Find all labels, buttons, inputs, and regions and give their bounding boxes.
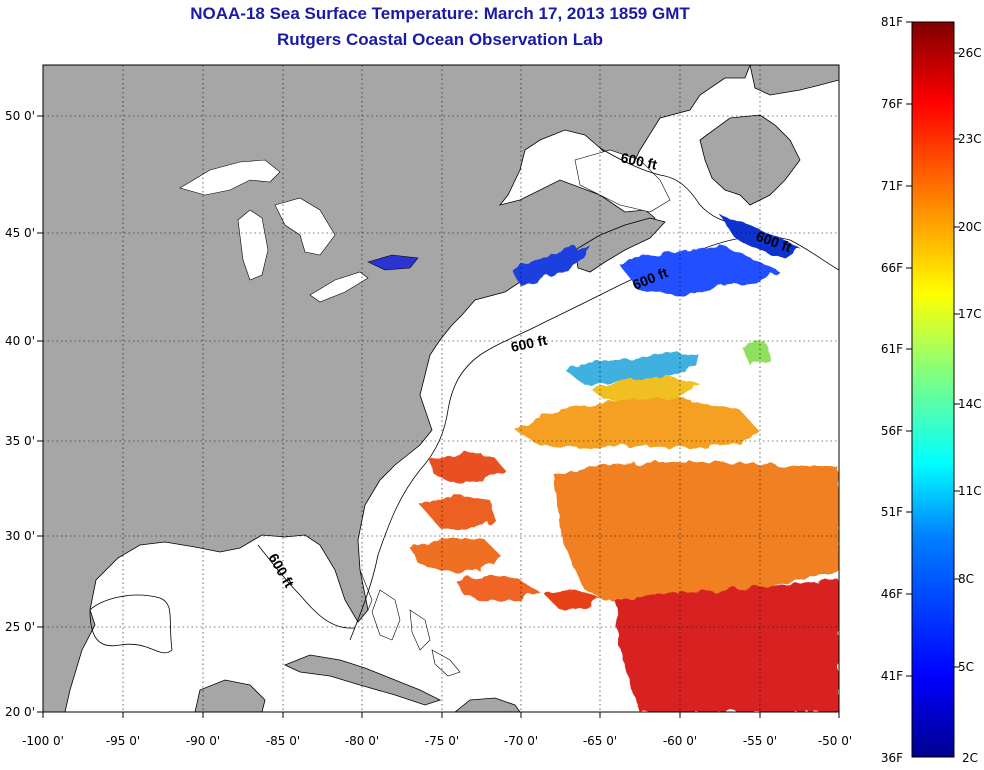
sst-cold-gulf-maine [512,245,590,285]
shelf-line-gulf [89,594,173,654]
cb-f-label: 51F [881,505,903,519]
land-yucatan [194,679,266,712]
cb-c-label: 20C [958,220,982,234]
cb-c-label: 8C [958,572,974,586]
lon-label: -50 0' [818,734,852,748]
cb-f-label: 41F [881,669,903,683]
lon-label: -70 0' [504,734,538,748]
lat-label: 20 0' [5,705,35,719]
land-florida-outline [359,569,373,611]
colorbar-celsius-labels: 26C 23C 20C 17C 14C 11C 8C 5C 2C [958,46,982,765]
lat-label: 30 0' [5,529,35,543]
sst-patch-1 [430,452,505,482]
lon-label: -65 0' [583,734,617,748]
colorbar [911,21,955,758]
land-nova-scotia [574,217,666,273]
lake-huron [274,197,336,256]
bahamas-banks [371,589,461,677]
land-hispaniola [454,697,521,712]
cb-f-label: 81F [881,15,903,29]
map-subtitle: Rutgers Coastal Ocean Observation Lab [277,30,603,49]
map-frame [42,64,840,713]
cb-f-label: 36F [881,751,903,765]
cb-f-label: 71F [881,179,903,193]
shelf-line-atlantic [349,235,839,641]
sst-data [410,215,839,712]
tick-marks [37,115,840,718]
sst-orange-band [515,398,760,448]
lon-label: -75 0' [425,734,459,748]
sst-patch-2 [420,495,495,530]
colorbar-fahrenheit-labels: 81F 76F 71F 66F 61F 56F 51F 46F 41F 36F [881,15,903,765]
sst-patch-4 [455,575,540,602]
contour-label-labrador: 600 ft [619,149,658,172]
land-north-america [43,65,751,712]
lat-label: 45 0' [5,226,35,240]
lon-label: -85 0' [266,734,300,748]
lake-superior [179,159,281,196]
cb-c-label: 2C [962,751,978,765]
sst-warm-region [555,462,839,605]
cb-f-label: 61F [881,342,903,356]
lat-label: 40 0' [5,334,35,348]
lon-label: -55 0' [743,734,777,748]
colorbar-ticks [906,21,960,677]
lake-erie [309,271,369,303]
cb-f-label: 46F [881,587,903,601]
cb-c-label: 5C [958,660,974,674]
lon-label: -100 0' [22,734,64,748]
sst-cool-band [565,352,700,385]
cb-f-label: 76F [881,97,903,111]
lon-label: -95 0' [106,734,140,748]
shelf-line-labrador [599,147,741,226]
sst-cold-scotian [620,245,780,295]
gulf-st-lawrence [574,149,671,213]
lat-label: 35 0' [5,434,35,448]
lake-michigan [237,209,269,281]
lake-ontario [367,254,419,271]
lon-label: -90 0' [186,734,220,748]
sst-green-band [740,342,770,365]
shelf-line-gulf-2 [257,544,356,629]
cb-c-label: 26C [958,46,982,60]
cb-c-label: 14C [958,397,982,411]
lon-tick-labels: -100 0' -95 0' -90 0' -85 0' -80 0' -75 … [22,734,852,748]
map-title: NOAA-18 Sea Surface Temperature: March 1… [190,4,690,23]
cb-f-label: 66F [881,261,903,275]
lat-label: 50 0' [5,109,35,123]
sst-yellow-band [590,376,700,402]
sst-patch-5 [545,590,600,610]
cb-c-label: 23C [958,132,982,146]
lat-tick-labels: 20 0' 25 0' 30 0' 35 0' 40 0' 45 0' 50 0… [5,109,35,719]
lon-label: -80 0' [345,734,379,748]
cb-c-label: 17C [958,307,982,321]
land-cuba [283,654,442,706]
cb-f-label: 56F [881,424,903,438]
lon-label: -60 0' [663,734,697,748]
land-newfoundland [699,114,801,206]
sst-patch-3 [410,538,500,572]
cb-c-label: 11C [958,484,982,498]
contour-label-atlantic: 600 ft [509,332,548,355]
lat-label: 25 0' [5,620,35,634]
sst-hot-region [615,580,839,712]
land-labrador [749,65,839,96]
